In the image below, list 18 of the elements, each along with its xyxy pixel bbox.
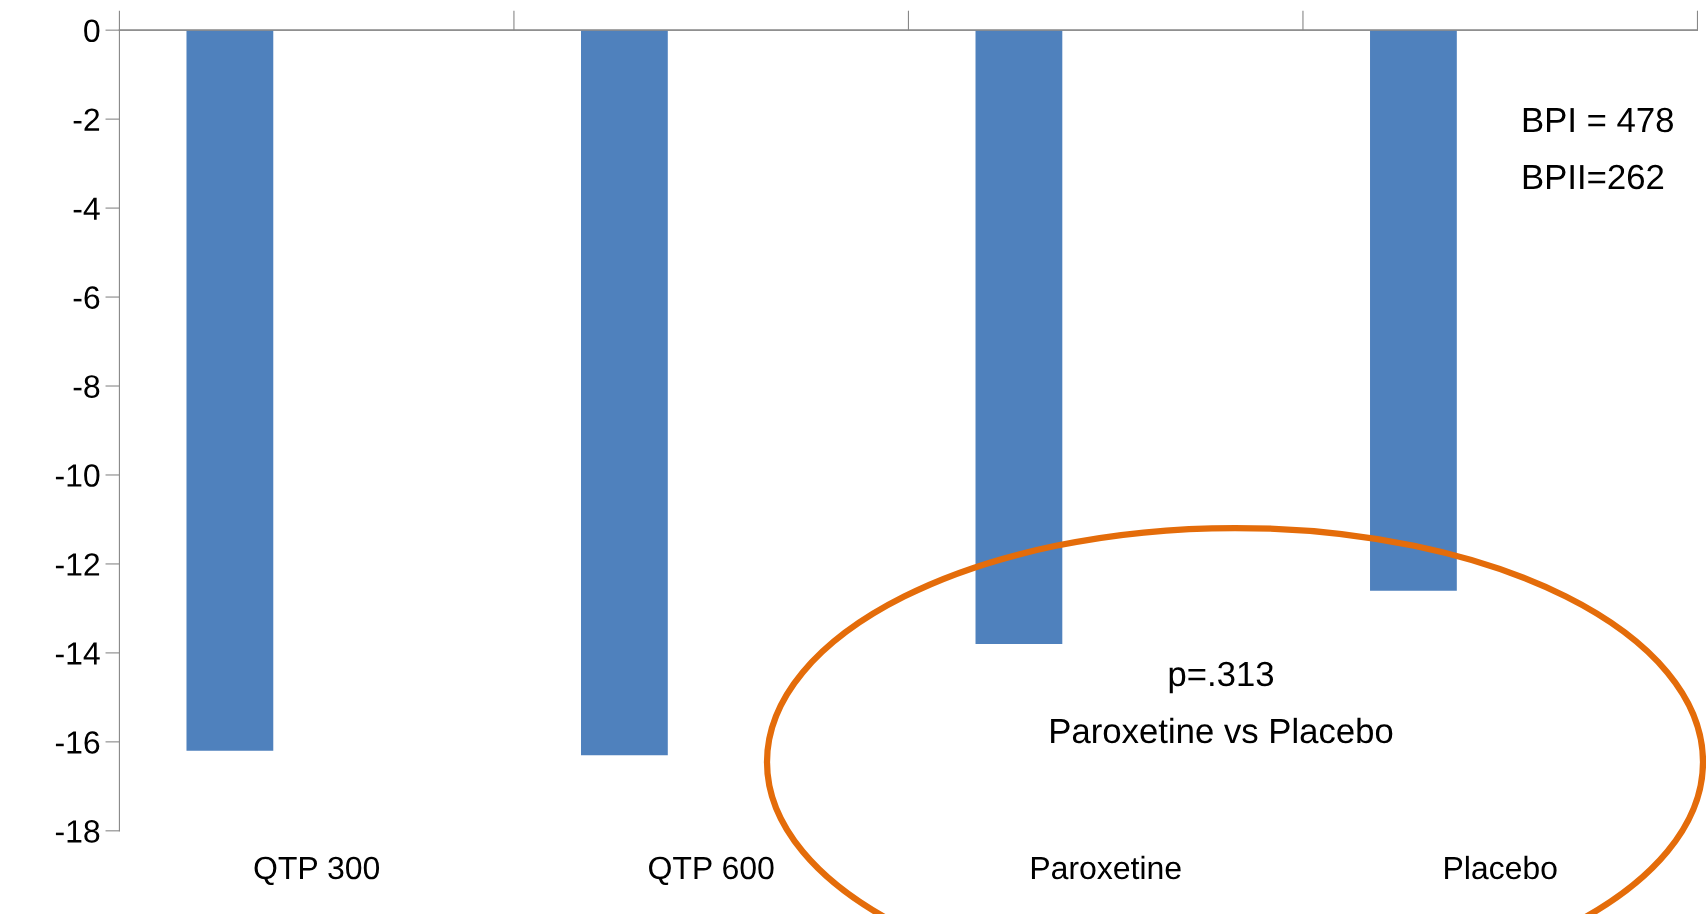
y-tick-label: -12 (55, 553, 100, 576)
y-tick-label: -14 (55, 642, 100, 665)
y-tick-label: 0 (84, 19, 100, 43)
x-tick-label: Placebo (1445, 855, 1557, 880)
annotation: Paroxetine vs Placebo (1051, 717, 1393, 744)
y-tick-label: -16 (55, 731, 100, 754)
x-tick-label: QTP 300 (254, 856, 380, 886)
y-tick-label: -6 (73, 286, 100, 309)
y-tick-label: -10 (55, 464, 100, 487)
annotation: BPII=262 (1523, 164, 1664, 190)
y-tick-label: -18 (55, 820, 100, 843)
annotation: p=.313 (1169, 661, 1274, 694)
annotation: BPI = 478 (1523, 107, 1673, 133)
y-tick-label: -4 (73, 197, 100, 220)
y-tick-label: -8 (73, 375, 100, 398)
y-tick-label: -2 (73, 108, 100, 131)
x-tick-label: Paroxetine (1031, 855, 1181, 880)
x-tick-label: QTP 600 (649, 856, 774, 886)
